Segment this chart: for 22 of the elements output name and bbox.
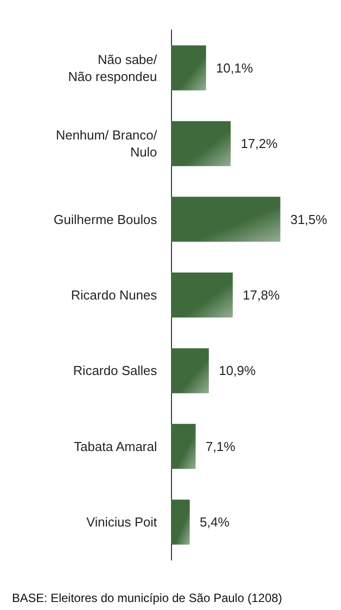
bar xyxy=(171,272,233,318)
y-tick-label: Nenhum/ Branco/ Nulo xyxy=(56,128,158,160)
y-tick-label: Não sabe/ Não respondeu xyxy=(68,52,158,84)
bar xyxy=(171,500,190,545)
y-tick-label: Tabata Amaral xyxy=(74,438,158,454)
y-tick-label: Guilherme Boulos xyxy=(54,212,158,227)
y-tick-label: Ricardo Salles xyxy=(73,363,158,378)
text: BASE: Eleitores do município de São Paulo (1208) xyxy=(12,591,282,605)
bar xyxy=(171,348,209,394)
data-label: 10,1% xyxy=(216,60,254,76)
data-label: 31,5% xyxy=(290,212,328,227)
data-label: 7,1% xyxy=(206,438,236,454)
bar xyxy=(171,121,231,166)
data-label: 10,9% xyxy=(218,363,256,378)
y-tick-label: Vinicius Poit xyxy=(86,514,158,530)
y-tick-label: Ricardo Nunes xyxy=(71,288,158,302)
data-label: 17,8% xyxy=(242,288,280,302)
data-label: 17,2% xyxy=(240,136,278,152)
bar xyxy=(171,45,206,90)
bar xyxy=(171,424,196,469)
bar xyxy=(171,196,280,242)
data-label: 5,4% xyxy=(200,514,230,530)
